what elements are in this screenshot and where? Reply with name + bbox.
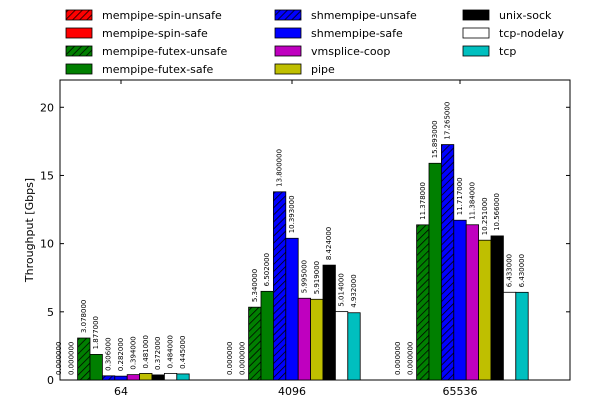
y-tick-label: 20 — [40, 101, 54, 114]
bar-tcp-65536 — [515, 291, 529, 381]
data-label: 0.484000 — [167, 335, 175, 368]
data-label: 11.384000 — [468, 182, 476, 220]
data-label: 17.265000 — [444, 102, 452, 140]
bar-shmempipe-unsafe-64 — [102, 375, 116, 381]
bar-tcp-nodelay-4096 — [334, 311, 349, 381]
bar-unix-sock-4096 — [322, 264, 336, 381]
data-label: 8.424000 — [325, 227, 333, 260]
data-label: 0.000000 — [406, 342, 414, 375]
bar-tcp-nodelay-64 — [163, 372, 178, 381]
legend-label-vmsplice-coop: vmsplice-coop — [311, 45, 390, 58]
legend-swatch-unix-sock — [462, 9, 490, 21]
y-tick-label: 0 — [47, 374, 54, 387]
legend-swatch-pipe — [274, 63, 302, 75]
bar-shmempipe-unsafe-65536 — [440, 144, 455, 381]
legend-label-shmempipe-unsafe: shmempipe-unsafe — [311, 9, 417, 22]
legend-swatch-mempipe-spin-unsafe — [65, 9, 93, 21]
data-label: 1.877000 — [92, 316, 100, 349]
legend-label-mempipe-spin-unsafe: mempipe-spin-unsafe — [102, 9, 222, 22]
legend-swatch-shmempipe-unsafe — [274, 9, 302, 21]
bar-vmsplice-coop-4096 — [297, 297, 312, 381]
legend-swatch-tcp-nodelay — [462, 27, 490, 39]
bar-mempipe-futex-unsafe-64 — [77, 337, 91, 381]
legend-label-unix-sock: unix-sock — [499, 9, 552, 22]
data-label: 6.433000 — [506, 254, 514, 287]
data-label: 13.800000 — [276, 149, 284, 187]
data-label: 0.000000 — [67, 342, 75, 375]
data-label: 15.893000 — [431, 120, 439, 158]
data-label: 0.372000 — [154, 337, 162, 370]
bar-mempipe-futex-unsafe-4096 — [248, 306, 262, 381]
data-label: 6.430000 — [518, 254, 526, 287]
bar-mempipe-futex-unsafe-65536 — [416, 224, 430, 381]
x-tick-label: 65536 — [443, 385, 478, 398]
bar-pipe-4096 — [310, 298, 324, 381]
bar-mempipe-futex-safe-4096 — [260, 290, 274, 381]
bar-shmempipe-unsafe-4096 — [272, 191, 287, 381]
legend-swatch-vmsplice-coop — [274, 45, 302, 57]
bar-tcp-4096 — [347, 312, 361, 381]
bar-tcp-64 — [176, 373, 190, 381]
legend-label-tcp: tcp — [499, 45, 516, 58]
data-label: 0.282000 — [117, 338, 125, 371]
legend-swatch-mempipe-futex-safe — [65, 63, 93, 75]
legend-swatch-mempipe-futex-unsafe — [65, 45, 93, 57]
bar-shmempipe-safe-4096 — [285, 237, 299, 381]
bar-unix-sock-64 — [151, 374, 165, 381]
data-label: 3.078000 — [80, 300, 88, 333]
data-label: 0.481000 — [142, 335, 150, 368]
bar-vmsplice-coop-65536 — [465, 224, 480, 381]
y-tick-label: 15 — [40, 169, 54, 182]
data-label: 0.000000 — [394, 342, 402, 375]
data-label: 11.378000 — [419, 182, 427, 220]
plot-area: 0 5 10 15 20 64 0.000000 0.000000 3.078000 1.8770… — [40, 79, 571, 398]
legend-swatch-shmempipe-safe — [274, 27, 302, 39]
legend: mempipe-spin-unsafe mempipe-spin-safe memp… — [65, 9, 565, 76]
legend-label-tcp-nodelay: tcp-nodelay — [499, 27, 565, 40]
data-label: 10.393000 — [288, 195, 296, 233]
legend-label-mempipe-futex-unsafe: mempipe-futex-unsafe — [102, 45, 227, 58]
legend-label-shmempipe-safe: shmempipe-safe — [311, 27, 403, 40]
bar-mempipe-futex-safe-65536 — [428, 162, 442, 381]
data-label: 10.566000 — [493, 193, 501, 231]
data-label: 0.000000 — [238, 342, 246, 375]
data-label: 5.919000 — [313, 261, 321, 294]
legend-swatch-tcp — [462, 45, 490, 57]
y-tick-label: 10 — [40, 238, 54, 251]
data-label: 0.000000 — [55, 342, 63, 375]
data-label: 0.394000 — [129, 336, 137, 369]
bar-tcp-nodelay-65536 — [502, 291, 517, 381]
bar-shmempipe-safe-65536 — [453, 219, 467, 381]
data-label: 11.717000 — [456, 177, 464, 215]
data-label: 0.000000 — [226, 342, 234, 375]
y-axis-label: Throughput [Gbps] — [23, 178, 36, 283]
data-label: 0.445000 — [179, 336, 187, 369]
x-tick-label: 64 — [114, 385, 128, 398]
bar-vmsplice-coop-64 — [126, 374, 140, 381]
data-label: 4.932000 — [350, 274, 358, 307]
data-label: 5.340000 — [251, 269, 259, 302]
data-label: 5.995000 — [300, 260, 308, 293]
data-label: 0.306000 — [105, 337, 113, 370]
bar-pipe-64 — [139, 373, 153, 381]
y-tick-label: 5 — [47, 306, 54, 319]
data-label: 6.502000 — [263, 253, 271, 286]
x-tick-label: 4096 — [278, 385, 306, 398]
bar-unix-sock-65536 — [490, 235, 504, 381]
bar-shmempipe-safe-64 — [114, 375, 128, 381]
legend-label-mempipe-spin-safe: mempipe-spin-safe — [102, 27, 208, 40]
data-label: 5.014000 — [338, 273, 346, 306]
legend-label-pipe: pipe — [311, 63, 335, 76]
data-label: 10.251000 — [481, 197, 489, 235]
bar-mempipe-futex-safe-64 — [89, 354, 103, 381]
bar-pipe-65536 — [478, 239, 492, 381]
legend-label-mempipe-futex-safe: mempipe-futex-safe — [102, 63, 214, 76]
legend-swatch-mempipe-spin-safe — [65, 27, 93, 39]
